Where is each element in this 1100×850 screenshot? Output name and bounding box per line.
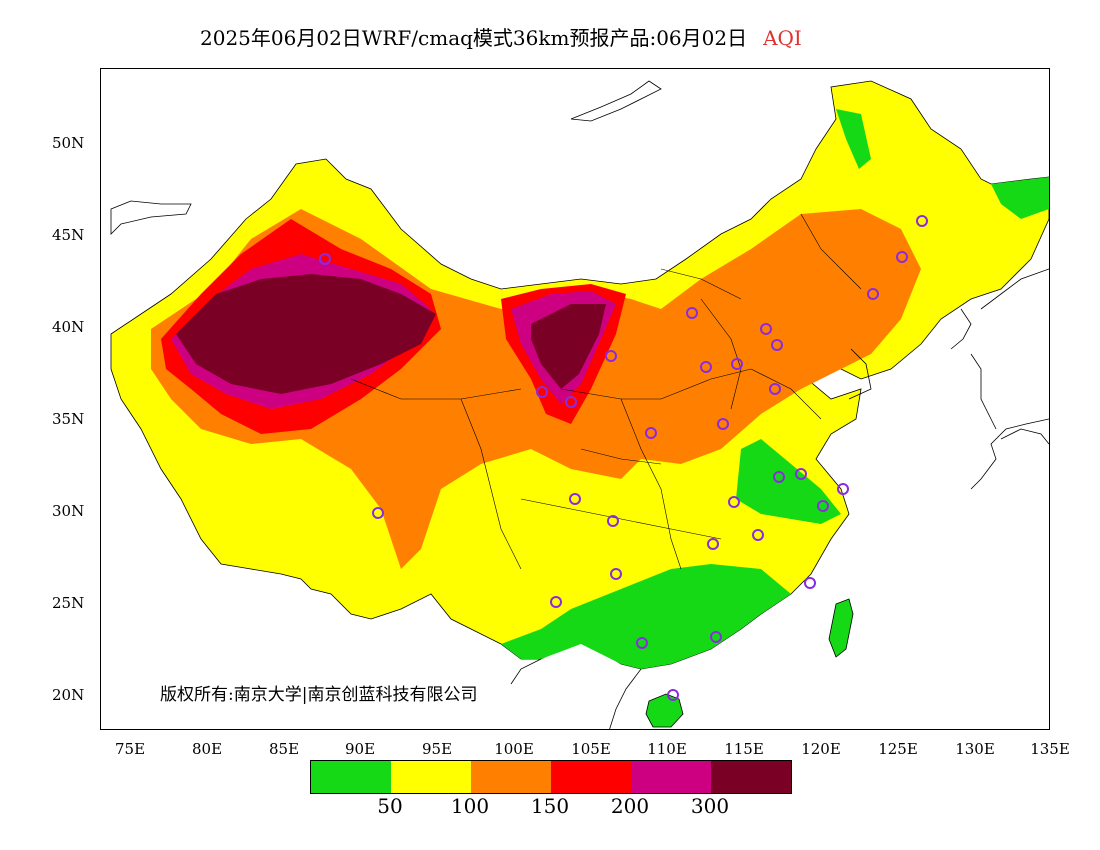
legend-swatch-purple bbox=[631, 761, 711, 793]
lat-label: 50N bbox=[52, 134, 85, 152]
lon-label: 105E bbox=[571, 740, 611, 758]
lat-label: 30N bbox=[52, 502, 85, 520]
copyright-note: 版权所有:南京大学|南京创蓝科技有限公司 bbox=[160, 685, 478, 705]
maroon-zone-taklimakan bbox=[176, 274, 436, 394]
lat-label: 45N bbox=[52, 226, 85, 244]
legend-label: 150 bbox=[530, 794, 570, 818]
lon-label: 130E bbox=[955, 740, 995, 758]
lon-label: 90E bbox=[344, 740, 376, 758]
lon-label: 100E bbox=[494, 740, 534, 758]
aqi-map bbox=[110, 80, 1049, 729]
legend-swatch-orange bbox=[471, 761, 551, 793]
site-markers bbox=[319, 215, 928, 701]
lat-label: 40N bbox=[52, 318, 85, 336]
color-legend bbox=[310, 760, 792, 794]
legend-label: 200 bbox=[610, 794, 650, 818]
lon-label: 75E bbox=[114, 740, 146, 758]
taiwan-island bbox=[828, 598, 854, 658]
lon-label: 125E bbox=[878, 740, 918, 758]
lon-label: 80E bbox=[191, 740, 223, 758]
legend-swatch-yellow bbox=[391, 761, 471, 793]
coastlines bbox=[110, 80, 1049, 729]
maroon-zone-central bbox=[531, 304, 606, 389]
lon-label: 110E bbox=[647, 740, 687, 758]
lon-label: 85E bbox=[268, 740, 300, 758]
legend-label: 300 bbox=[690, 794, 730, 818]
green-zone-east bbox=[736, 439, 841, 524]
map-title: 2025年06月02日WRF/cmaq模式36km预报产品:06月02日 AQI bbox=[200, 22, 802, 51]
lon-label: 95E bbox=[421, 740, 453, 758]
lat-label: 35N bbox=[52, 410, 85, 428]
green-zone-northeast bbox=[991, 177, 1049, 219]
legend-swatch-green bbox=[311, 761, 391, 793]
legend-swatch-red bbox=[551, 761, 631, 793]
title-main: 2025年06月02日WRF/cmaq模式36km预报产品:06月02日 bbox=[200, 26, 748, 50]
province-borders bbox=[350, 213, 862, 570]
title-variable: AQI bbox=[763, 26, 802, 50]
legend-swatch-maroon bbox=[711, 761, 791, 793]
green-zone-heilongjiang bbox=[836, 109, 871, 169]
lon-label: 135E bbox=[1030, 740, 1070, 758]
legend-label: 50 bbox=[377, 794, 403, 818]
lon-label: 115E bbox=[724, 740, 764, 758]
lon-label: 120E bbox=[801, 740, 841, 758]
lat-label: 20N bbox=[52, 686, 85, 704]
map-frame bbox=[100, 68, 1050, 730]
legend-label: 100 bbox=[450, 794, 490, 818]
green-zone-south bbox=[501, 564, 791, 669]
lat-label: 25N bbox=[52, 594, 85, 612]
